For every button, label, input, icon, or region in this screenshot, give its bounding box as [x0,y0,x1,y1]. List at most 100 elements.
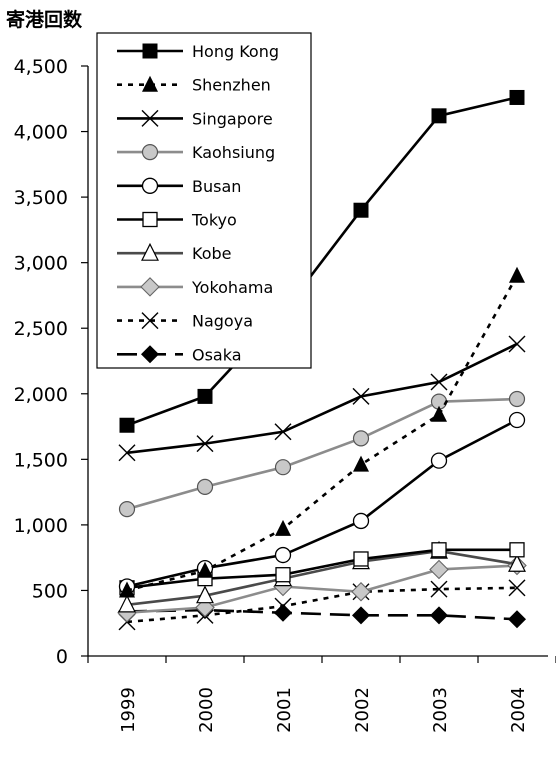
y-tick-label: 1,000 [14,515,68,537]
y-tick-label: 2,000 [14,384,68,406]
series-nagoya [118,579,526,631]
y-tick-label: 2,500 [14,318,68,340]
series-line [126,548,517,590]
legend-item: Hong Kong [117,42,279,61]
marker-diamond-gray [351,581,371,602]
y-tick-label: 4,500 [14,56,68,78]
series-line [126,275,519,592]
marker-square-open [353,551,369,567]
marker-triangle-open [141,242,159,261]
x-tick-label: 2001 [274,687,295,733]
marker-diamond-filled [508,610,526,629]
legend-label: Shenzhen [192,76,271,95]
x-tick-label: 1999 [118,687,139,733]
legend-item: Nagoya [117,312,253,331]
marker-triangle-filled [197,561,213,578]
series-line [126,96,518,427]
y-axis-label: 寄港回数 [6,8,83,31]
marker-x [508,579,526,597]
marker-circle-open [274,546,292,564]
x-tick-label: 2002 [352,687,373,733]
y-tick-label: 4,000 [14,122,68,144]
marker-x [196,435,214,453]
y-tick-label: 1,500 [14,449,68,471]
marker-circle-gray [196,478,214,495]
marker-square-open [142,211,158,228]
marker-diamond-gray [429,559,449,580]
marker-diamond-filled [274,603,292,622]
marker-circle-open [352,512,370,530]
series-lines [117,89,527,631]
y-tick-label: 500 [32,580,68,602]
marker-circle-gray [141,144,159,161]
marker-x-stroke [141,109,159,127]
x-axis: 1999 2000 2001 2002 2003 2004 [87,656,556,733]
marker-x-stroke [274,597,292,615]
legend-label: Yokohama [191,278,273,297]
legend-item: Tokyo [117,211,237,230]
marker-square-filled [197,388,213,404]
legend-label: Tokyo [191,211,237,230]
marker-x-stroke [430,580,448,598]
legend-label: Busan [192,177,241,196]
marker-x [430,580,448,598]
marker-square-filled [431,108,447,124]
marker-square-open [275,567,291,583]
marker-x [118,444,136,462]
marker-x [352,387,370,405]
marker-square-filled [509,89,525,105]
legend-item: Yokohama [117,277,273,297]
series-singapore [118,335,526,462]
marker-x [274,423,292,441]
legend-label: Hong Kong [192,42,279,61]
marker-x-stroke [196,435,214,453]
x-tick-label: 2000 [196,687,217,733]
marker-x [141,312,159,330]
marker-x [430,373,448,391]
marker-diamond-filled [352,606,370,625]
y-axis: 0 500 1,000 1,500 2,000 2,500 3,000 3,500 4,000 4… [14,56,88,668]
marker-square-filled [353,202,369,218]
marker-diamond-filled [141,345,159,364]
marker-triangle-open [508,553,526,572]
marker-triangle-filled [353,455,369,472]
legend-item: Kobe [117,242,231,263]
series-line [126,342,518,455]
legend-item: Osaka [117,345,242,364]
marker-circle-open [430,452,448,469]
legend-label: Osaka [192,345,242,364]
marker-diamond-gray [140,277,160,297]
marker-x-stroke [508,335,526,353]
series-line [126,397,518,511]
series-line [126,549,518,607]
marker-square-filled [119,417,135,433]
marker-x [141,109,159,127]
marker-triangle-open [196,585,214,604]
marker-triangle-filled [119,581,135,598]
marker-x-stroke [118,444,136,462]
legend-item: Busan [117,177,241,196]
legend-item: Singapore [117,109,273,128]
marker-square-open [431,542,447,558]
marker-x-stroke [141,312,159,330]
series-line [126,564,518,615]
marker-triangle-open [118,594,136,613]
series-osaka [118,601,526,629]
y-tick-label: 0 [56,646,68,668]
marker-triangle-filled [509,266,525,283]
x-tick-label: 2003 [430,687,451,733]
legend-item: Shenzhen [117,75,271,95]
marker-square-filled [142,43,158,59]
plot-frame [87,66,548,657]
marker-x [508,335,526,353]
marker-diamond-filled [430,606,448,625]
marker-circle-open [508,411,526,429]
marker-x-stroke [508,579,526,597]
series-line [126,608,518,621]
marker-x-stroke [274,423,292,441]
legend-item: Kaohsiung [117,143,275,162]
series-line [126,418,518,588]
legend-label: Nagoya [192,312,253,331]
marker-circle-open [141,177,159,194]
